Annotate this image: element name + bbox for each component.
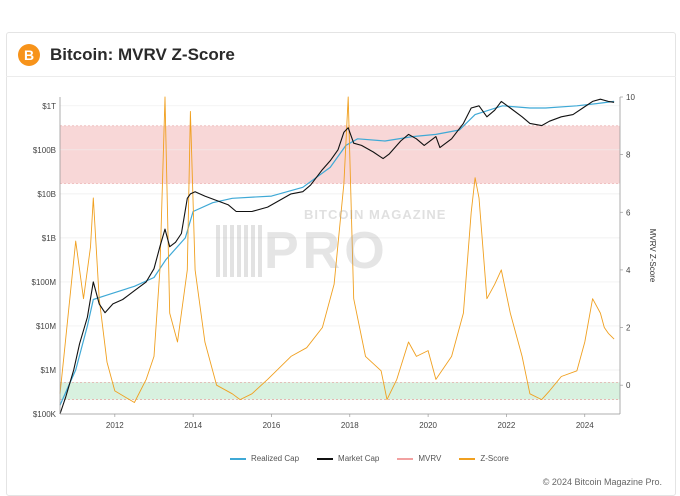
page-title: Bitcoin: MVRV Z-Score: [50, 45, 235, 64]
series-line-realized-cap[interactable]: [59, 100, 615, 406]
x-tick-label: 2012: [106, 421, 124, 430]
mvrv-zscore-chart[interactable]: $100K $1M $10M $100M $1B $10B $100B $1T 0 2 4 6 8 10 2…: [0, 80, 680, 450]
x-tick-label: 2016: [263, 421, 281, 430]
band-undervalued: [60, 382, 620, 400]
legend-swatch: [397, 457, 414, 460]
zone-bands: [60, 125, 620, 400]
chart-header: B Bitcoin: MVRV Z-Score: [18, 40, 235, 70]
legend-label: Z-Score: [480, 454, 509, 463]
legend-item-market[interactable]: Market Cap: [317, 454, 379, 463]
x-tick-label: 2024: [576, 421, 594, 430]
y-left-tick-label: $10M: [36, 322, 56, 331]
x-tick-label: 2014: [184, 421, 202, 430]
y-right-tick-label: 10: [626, 93, 635, 102]
y-left-tick-label: $1T: [42, 102, 56, 111]
y-right-tick-label: 6: [626, 208, 631, 217]
bitcoin-logo-icon: B: [18, 44, 40, 66]
x-tick-label: 2018: [341, 421, 359, 430]
axes: $100K $1M $10M $100M $1B $10B $100B $1T 0 2 4 6 8 10 2…: [32, 93, 657, 430]
y-left-tick-label: $1M: [40, 366, 56, 375]
series-line-market-cap[interactable]: [59, 98, 615, 415]
y-right-tick-label: 4: [626, 266, 631, 275]
legend-swatch: [459, 457, 476, 460]
legend-item-realized[interactable]: Realized Cap: [230, 454, 299, 463]
y-right-axis-title: MVRV Z-Score: [648, 229, 657, 283]
header-divider: [6, 76, 676, 77]
y-left-tick-label: $100B: [33, 146, 56, 155]
legend-item-mvrv[interactable]: MVRV: [397, 454, 441, 463]
legend-label: Market Cap: [338, 454, 380, 463]
y-left-tick-label: $10B: [37, 190, 56, 199]
legend-swatch: [230, 457, 246, 460]
series-lines: [59, 96, 615, 415]
chart-legend: Realized Cap Market Cap MVRV Z-Score: [230, 454, 509, 463]
series-line-z-score[interactable]: [59, 96, 615, 403]
y-right-tick-label: 8: [626, 151, 631, 160]
legend-label: Realized Cap: [251, 454, 300, 463]
y-left-tick-label: $1B: [42, 234, 56, 243]
legend-label: MVRV: [418, 454, 442, 463]
x-tick-label: 2022: [498, 421, 516, 430]
y-left-tick-label: $100K: [33, 410, 57, 419]
copyright-footer: © 2024 Bitcoin Magazine Pro.: [542, 477, 662, 487]
legend-item-zscore[interactable]: Z-Score: [459, 454, 509, 463]
x-tick-label: 2020: [419, 421, 437, 430]
y-right-tick-label: 2: [626, 324, 631, 333]
y-right-tick-label: 0: [626, 381, 631, 390]
y-left-tick-label: $100M: [32, 278, 57, 287]
chart-card: [6, 32, 676, 496]
legend-swatch: [317, 457, 334, 460]
